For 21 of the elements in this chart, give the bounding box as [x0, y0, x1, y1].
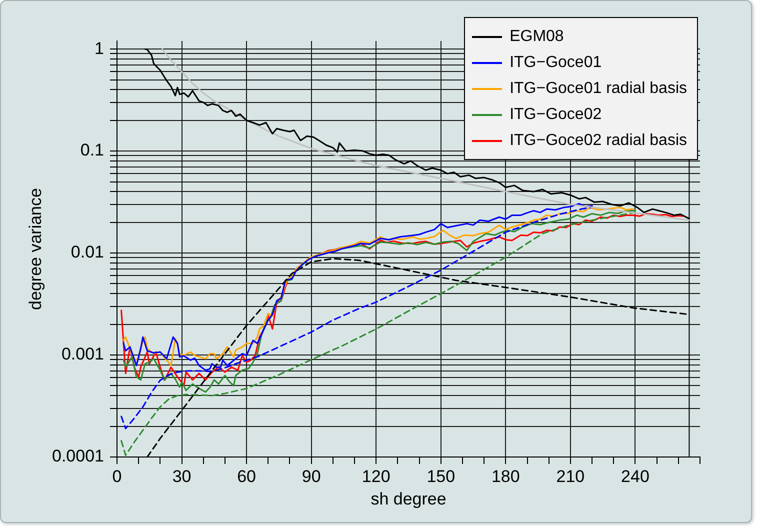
- y-tick-label: 0.01: [70, 242, 104, 262]
- y-tick-label: 0.001: [61, 344, 104, 364]
- x-tick-label: 240: [621, 466, 650, 486]
- x-tick-label: 60: [237, 466, 256, 486]
- x-tick-label: 30: [172, 466, 192, 486]
- legend-label: EGM08: [510, 28, 564, 46]
- legend-label: ITG−Goce02: [510, 106, 602, 124]
- x-tick-label: 180: [491, 466, 520, 486]
- legend-label: ITG−Goce01 radial basis: [510, 80, 687, 98]
- y-axis-title: degree variance: [26, 188, 45, 310]
- x-tick-label: 210: [556, 466, 585, 486]
- legend-label: ITG−Goce02 radial basis: [510, 132, 687, 150]
- x-tick-label: 120: [362, 466, 390, 486]
- x-axis-title: sh degree: [370, 489, 446, 508]
- x-tick-label: 90: [302, 466, 321, 486]
- x-tick-label: 150: [426, 466, 456, 486]
- y-tick-label: 0.1: [80, 140, 104, 160]
- y-tick-label: 1: [94, 38, 104, 58]
- y-tick-label: 0.0001: [52, 446, 104, 466]
- x-tick-label: 0: [112, 466, 122, 486]
- legend-label: ITG−Goce01: [510, 54, 602, 72]
